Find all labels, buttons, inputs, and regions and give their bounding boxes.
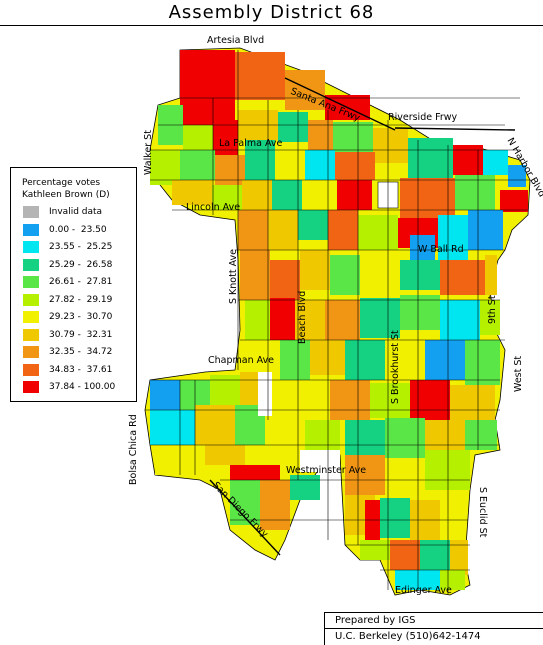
- legend-row: 25.29 - 26.58: [23, 258, 133, 272]
- legend-subtitle: Kathleen Brown (D): [22, 190, 110, 200]
- credit-contact: U.C. Berkeley (510)642-1474: [335, 631, 481, 642]
- credit-prepared-by: Prepared by IGS: [335, 615, 416, 626]
- street-label-lincoln: Lincoln Ave: [186, 202, 241, 213]
- legend-swatch: [23, 346, 39, 358]
- legend-swatch: [23, 293, 39, 306]
- legend-label: 29.23 - 30.70: [49, 312, 113, 322]
- legend-row: 26.61 - 27.81: [23, 276, 133, 289]
- legend-label: 23.55 - 25.25: [49, 242, 113, 252]
- legend-label: 37.84 - 100.00: [49, 382, 116, 392]
- street-label-walker: Walker St: [143, 130, 154, 175]
- street-label-brookhurst: S Brookhurst St: [390, 330, 401, 404]
- precinct-patches: [150, 50, 528, 590]
- legend-row: 32.35 - 34.72: [23, 346, 133, 359]
- street-label-west: West St: [513, 355, 524, 392]
- street-label-knott: S Knott Ave: [228, 249, 239, 304]
- street-label-la-palma: La Palma Ave: [219, 138, 283, 149]
- legend-label: 25.29 - 26.58: [49, 259, 113, 270]
- map-title: Assembly District 68: [168, 2, 375, 23]
- street-label-edinger: Edinger Ave: [395, 585, 452, 596]
- legend-swatch: [23, 258, 39, 271]
- legend-row: 0.00 - 23.50: [23, 223, 133, 237]
- street-label-w-ball: W Ball Rd: [418, 244, 464, 255]
- legend-swatch: [23, 328, 39, 341]
- street-label-9th: 9th St: [487, 295, 498, 324]
- major-roads: [209, 77, 516, 556]
- legend-swatch: [23, 223, 39, 236]
- legend-swatch: [23, 363, 39, 376]
- legend-row: Invalid data: [23, 206, 133, 219]
- legend-label: Invalid data: [49, 207, 103, 217]
- credit-divider: [325, 628, 543, 629]
- legend-swatch: [23, 206, 39, 218]
- legend-label: 26.61 - 27.81: [49, 277, 113, 287]
- street-label-westminster: Westminster Ave: [286, 465, 367, 476]
- legend-label: 27.82 - 29.19: [49, 294, 113, 305]
- legend-row: 27.82 - 29.19: [23, 293, 133, 307]
- legend-swatch: [23, 381, 39, 393]
- legend-row: 37.84 - 100.00: [23, 381, 133, 394]
- legend: Percentage votes Kathleen Brown (D) Inva…: [10, 167, 137, 402]
- street-label-beach: Beach Blvd: [297, 290, 308, 344]
- legend-row: 23.55 - 25.25: [23, 241, 133, 254]
- street-label-riverside: Riverside Frwy: [388, 112, 458, 123]
- precinct-boundaries: [145, 50, 530, 595]
- credit-box: Prepared by IGS U.C. Berkeley (510)642-1…: [324, 612, 543, 645]
- legend-label: 34.83 - 37.61: [49, 364, 113, 375]
- street-label-euclid: S Euclid St: [477, 487, 488, 538]
- legend-title: Percentage votes: [22, 178, 101, 188]
- street-label-bolsa-chica: Bolsa Chica Rd: [128, 414, 139, 485]
- legend-swatch: [23, 311, 39, 323]
- legend-row: 34.83 - 37.61: [23, 363, 133, 377]
- street-label-artesia: Artesia Blvd: [207, 35, 265, 46]
- title-divider: [0, 25, 543, 26]
- legend-swatch: [23, 276, 39, 288]
- legend-label: 32.35 - 34.72: [49, 347, 113, 357]
- legend-row: 30.79 - 32.31: [23, 328, 133, 342]
- legend-swatch: [23, 241, 39, 253]
- legend-label: 0.00 - 23.50: [49, 224, 107, 235]
- legend-label: 30.79 - 32.31: [49, 329, 113, 340]
- street-label-chapman: Chapman Ave: [208, 355, 275, 366]
- legend-row: 29.23 - 30.70: [23, 311, 133, 324]
